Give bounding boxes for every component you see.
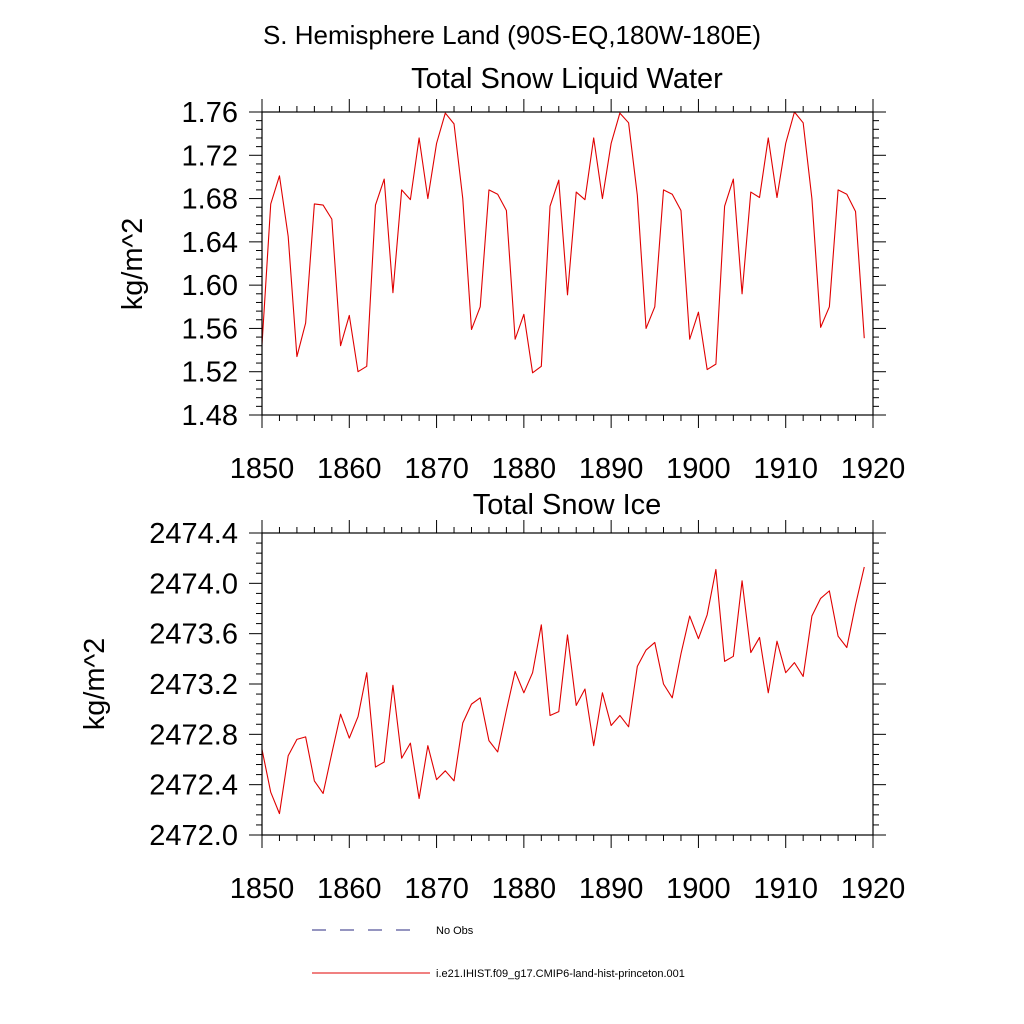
y-tick-label: 1.72 xyxy=(182,140,238,172)
x-tick-label: 1910 xyxy=(753,453,818,485)
x-tick-labels-liquid-water: 1850 1860 1870 1880 1890 1900 1910 1920 xyxy=(230,453,906,485)
y-tick-label: 2474.4 xyxy=(149,518,238,550)
x-tick-label: 1880 xyxy=(492,873,557,905)
y-axis-label-snow-ice: kg/m^2 xyxy=(79,638,111,731)
y-tick-label: 1.76 xyxy=(182,97,238,129)
ticks-snow-ice xyxy=(249,520,886,848)
y-tick-label: 1.68 xyxy=(182,184,238,216)
x-tick-label: 1850 xyxy=(230,873,295,905)
x-tick-label: 1900 xyxy=(666,873,731,905)
x-tick-label: 1900 xyxy=(666,453,731,485)
y-tick-label: 1.56 xyxy=(182,313,238,345)
legend-label-no-obs: No Obs xyxy=(436,925,474,937)
x-tick-label: 1850 xyxy=(230,453,295,485)
series-snow-ice xyxy=(261,566,865,815)
y-tick-label: 2474.0 xyxy=(149,568,238,600)
x-tick-label: 1890 xyxy=(579,453,644,485)
x-tick-label: 1910 xyxy=(753,873,818,905)
y-tick-label: 2473.2 xyxy=(149,669,238,701)
y-tick-label: 1.60 xyxy=(182,270,238,302)
y-tick-label: 2472.4 xyxy=(149,770,238,802)
y-tick-label: 2472.8 xyxy=(149,719,238,751)
series-line xyxy=(261,566,865,815)
chart-title-liquid-water: Total Snow Liquid Water xyxy=(411,63,723,95)
y-tick-labels-liquid-water: 1.48 1.52 1.56 1.60 1.64 1.68 1.72 1.76 xyxy=(182,97,238,432)
legend-label-model-run: i.e21.IHIST.f09_g17.CMIP6-land-hist-prin… xyxy=(436,968,685,980)
x-tick-label: 1890 xyxy=(579,873,644,905)
x-tick-label: 1860 xyxy=(317,873,382,905)
ticks-liquid-water xyxy=(249,99,886,428)
x-tick-label: 1860 xyxy=(317,453,382,485)
plot-frame-snow-ice xyxy=(261,532,874,836)
y-tick-label: 1.64 xyxy=(182,227,238,259)
x-tick-labels-snow-ice: 1850 1860 1870 1880 1890 1900 1910 1920 xyxy=(230,873,906,905)
chart-title-snow-ice: Total Snow Ice xyxy=(473,489,662,521)
figure-title: S. Hemisphere Land (90S-EQ,180W-180E) xyxy=(263,20,761,50)
x-tick-label: 1880 xyxy=(492,453,557,485)
series-liquid-water xyxy=(261,111,865,374)
panel-snow-ice: Total Snow Ice kg/m^2 2472.0 2472.4 2472.8… xyxy=(79,489,905,905)
y-tick-labels-snow-ice: 2472.0 2472.4 2472.8 2473.2 2473.6 2474.0 2474… xyxy=(149,518,238,852)
y-tick-label: 2473.6 xyxy=(149,619,238,651)
y-tick-label: 1.52 xyxy=(182,357,238,389)
panel-snow-liquid-water: Total Snow Liquid Water kg/m^2 1.481.521… xyxy=(117,63,905,485)
series-line xyxy=(261,111,865,374)
x-tick-label: 1920 xyxy=(841,873,906,905)
x-tick-label: 1870 xyxy=(404,873,469,905)
plot-frame-liquid-water xyxy=(261,111,874,416)
legend: No Obs i.e21.IHIST.f09_g17.CMIP6-land-hi… xyxy=(312,925,685,980)
x-tick-label: 1870 xyxy=(404,453,469,485)
y-tick-label: 1.48 xyxy=(182,400,238,432)
y-tick-label: 2472.0 xyxy=(149,820,238,852)
x-tick-label: 1920 xyxy=(841,453,906,485)
y-axis-label-liquid-water: kg/m^2 xyxy=(117,218,149,311)
